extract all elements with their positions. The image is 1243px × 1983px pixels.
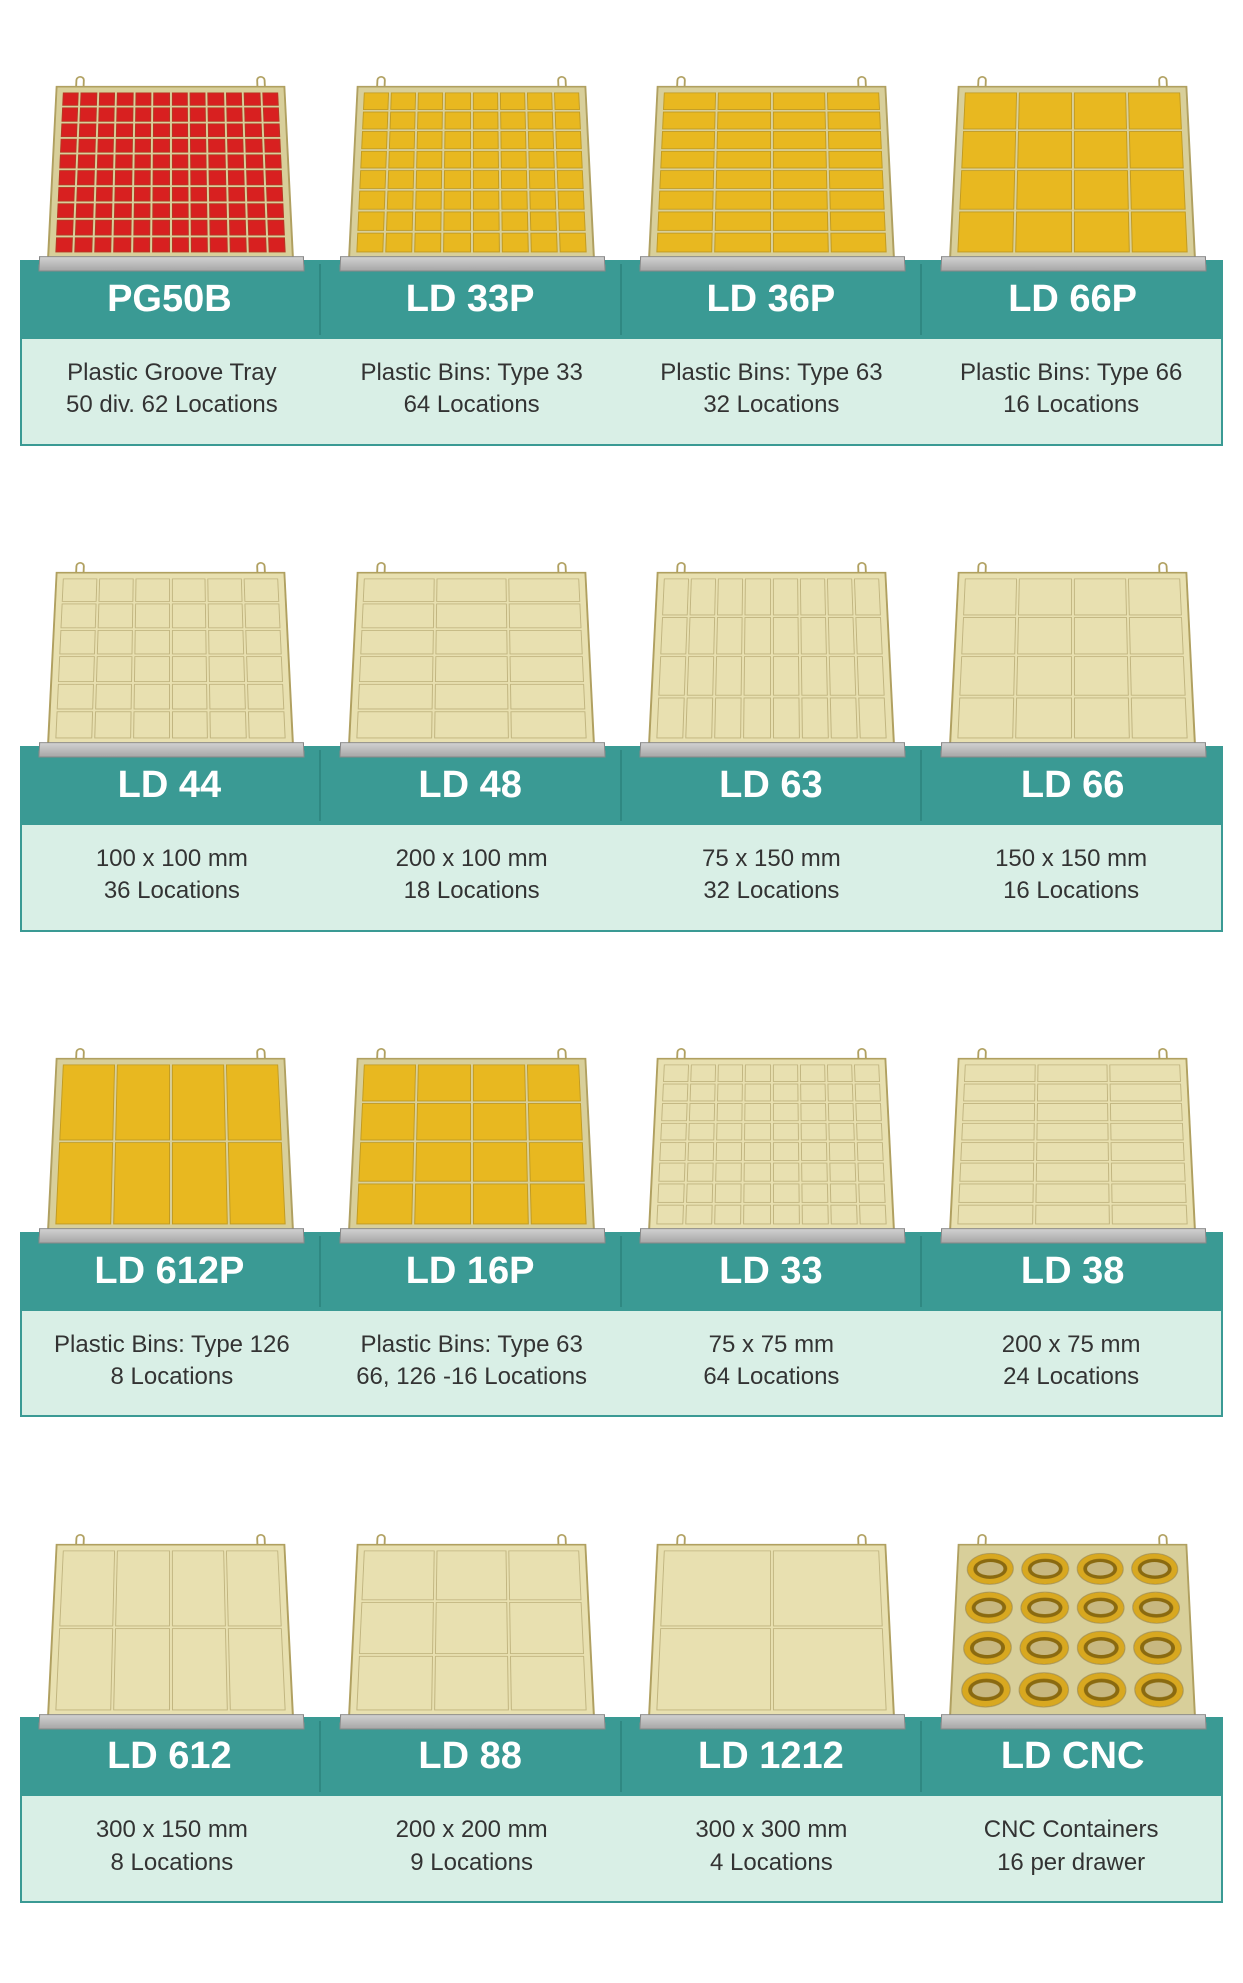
title-row: LD 44LD 48LD 63LD 66 (20, 746, 1223, 825)
description-row: 300 x 150 mm8 Locations200 x 200 mm9 Loc… (20, 1796, 1223, 1903)
desc-line-2: 18 Locations (328, 875, 616, 907)
drawer-image (632, 506, 913, 746)
image-row (20, 992, 1223, 1232)
drawer-image (331, 1477, 612, 1717)
product-description: Plastic Bins: Type 6332 Locations (622, 339, 922, 444)
title-row: LD 612PLD 16PLD 33LD 38 (20, 1232, 1223, 1311)
product-code: LD 612 (20, 1721, 321, 1792)
drawer-image (632, 20, 913, 260)
catalog-section: LD 612PLD 16PLD 33LD 38Plastic Bins: Typ… (20, 992, 1223, 1418)
catalog-section: PG50BLD 33PLD 36PLD 66PPlastic Groove Tr… (20, 20, 1223, 446)
drawer-image (30, 20, 311, 260)
product-code: LD CNC (922, 1721, 1223, 1792)
desc-line-2: 66, 126 -16 Locations (328, 1361, 616, 1393)
drawer-image (30, 506, 311, 746)
desc-line-2: 32 Locations (628, 389, 916, 421)
description-row: Plastic Bins: Type 1268 LocationsPlastic… (20, 1311, 1223, 1418)
desc-line-1: Plastic Bins: Type 33 (328, 357, 616, 389)
product-description: Plastic Bins: Type 3364 Locations (322, 339, 622, 444)
image-row (20, 20, 1223, 260)
desc-line-1: 300 x 300 mm (628, 1814, 916, 1846)
drawer-image (632, 1477, 913, 1717)
product-description: 75 x 150 mm32 Locations (622, 825, 922, 930)
product-code: LD 33P (321, 264, 622, 335)
product-code: LD 63 (622, 750, 923, 821)
desc-line-2: 9 Locations (328, 1847, 616, 1879)
product-description: 300 x 150 mm8 Locations (22, 1796, 322, 1901)
description-row: Plastic Groove Tray50 div. 62 LocationsP… (20, 339, 1223, 446)
desc-line-2: 16 per drawer (927, 1847, 1215, 1879)
desc-line-2: 64 Locations (628, 1361, 916, 1393)
drawer-image (932, 992, 1213, 1232)
desc-line-2: 16 Locations (927, 389, 1215, 421)
drawer-image (30, 1477, 311, 1717)
product-description: 150 x 150 mm16 Locations (921, 825, 1221, 930)
desc-line-1: 300 x 150 mm (28, 1814, 316, 1846)
drawer-image (632, 992, 913, 1232)
desc-line-2: 50 div. 62 Locations (28, 389, 316, 421)
desc-line-1: Plastic Groove Tray (28, 357, 316, 389)
product-code: LD 1212 (622, 1721, 923, 1792)
desc-line-2: 8 Locations (28, 1847, 316, 1879)
product-description: 200 x 75 mm24 Locations (921, 1311, 1221, 1416)
desc-line-1: 200 x 200 mm (328, 1814, 616, 1846)
desc-line-1: Plastic Bins: Type 66 (927, 357, 1215, 389)
product-description: Plastic Bins: Type 6366, 126 -16 Locatio… (322, 1311, 622, 1416)
product-description: 200 x 200 mm9 Locations (322, 1796, 622, 1901)
desc-line-2: 32 Locations (628, 875, 916, 907)
product-description: 300 x 300 mm4 Locations (622, 1796, 922, 1901)
product-description: CNC Containers16 per drawer (921, 1796, 1221, 1901)
desc-line-2: 36 Locations (28, 875, 316, 907)
product-code: LD 612P (20, 1236, 321, 1307)
drawer-image (932, 506, 1213, 746)
desc-line-1: Plastic Bins: Type 126 (28, 1329, 316, 1361)
product-description: 75 x 75 mm64 Locations (622, 1311, 922, 1416)
product-code: LD 48 (321, 750, 622, 821)
desc-line-2: 4 Locations (628, 1847, 916, 1879)
product-description: 100 x 100 mm36 Locations (22, 825, 322, 930)
drawer-image (331, 992, 612, 1232)
product-code: LD 16P (321, 1236, 622, 1307)
catalog-section: LD 44LD 48LD 63LD 66100 x 100 mm36 Locat… (20, 506, 1223, 932)
desc-line-1: CNC Containers (927, 1814, 1215, 1846)
desc-line-1: 200 x 75 mm (927, 1329, 1215, 1361)
product-code: LD 88 (321, 1721, 622, 1792)
product-code: LD 36P (622, 264, 923, 335)
product-code: PG50B (20, 264, 321, 335)
product-description: Plastic Bins: Type 1268 Locations (22, 1311, 322, 1416)
desc-line-1: 150 x 150 mm (927, 843, 1215, 875)
product-code: LD 38 (922, 1236, 1223, 1307)
desc-line-2: 24 Locations (927, 1361, 1215, 1393)
product-code: LD 44 (20, 750, 321, 821)
image-row (20, 506, 1223, 746)
product-code: LD 33 (622, 1236, 923, 1307)
product-description: Plastic Bins: Type 6616 Locations (921, 339, 1221, 444)
desc-line-2: 64 Locations (328, 389, 616, 421)
image-row (20, 1477, 1223, 1717)
drawer-image (30, 992, 311, 1232)
desc-line-1: 75 x 150 mm (628, 843, 916, 875)
drawer-image (331, 506, 612, 746)
desc-line-2: 16 Locations (927, 875, 1215, 907)
desc-line-1: Plastic Bins: Type 63 (328, 1329, 616, 1361)
desc-line-1: 75 x 75 mm (628, 1329, 916, 1361)
catalog-section: LD 612LD 88LD 1212LD CNC 300 x 150 mm8 Lo… (20, 1477, 1223, 1903)
desc-line-2: 8 Locations (28, 1361, 316, 1393)
product-code: LD 66 (922, 750, 1223, 821)
product-description: 200 x 100 mm18 Locations (322, 825, 622, 930)
desc-line-1: 200 x 100 mm (328, 843, 616, 875)
drawer-image (331, 20, 612, 260)
drawer-image (932, 20, 1213, 260)
product-description: Plastic Groove Tray50 div. 62 Locations (22, 339, 322, 444)
product-code: LD 66P (922, 264, 1223, 335)
title-row: PG50BLD 33PLD 36PLD 66P (20, 260, 1223, 339)
desc-line-1: 100 x 100 mm (28, 843, 316, 875)
drawer-image (932, 1477, 1213, 1717)
drawer-catalog: PG50BLD 33PLD 36PLD 66PPlastic Groove Tr… (20, 20, 1223, 1903)
description-row: 100 x 100 mm36 Locations200 x 100 mm18 L… (20, 825, 1223, 932)
desc-line-1: Plastic Bins: Type 63 (628, 357, 916, 389)
